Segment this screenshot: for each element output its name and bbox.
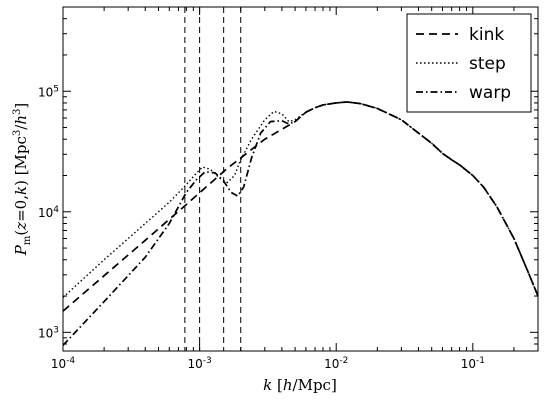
legend-box [406, 13, 532, 113]
series-line-step [62, 101, 539, 298]
x-axis-label: k [h/Mpc] [263, 376, 337, 394]
y-axis-label: Pm(z=0,k) [Mpc3/h3] [12, 103, 33, 257]
plot-area-frame [62, 6, 539, 352]
x-tick-label-2: 10-2 [324, 356, 348, 371]
legend-label-warp: warp [469, 83, 511, 103]
vertical-marker-lines [184, 7, 242, 351]
y-tick-label-0: 103 [38, 325, 59, 340]
legend-label-kink: kink [469, 25, 504, 45]
x-tick-label-1: 10-3 [187, 356, 211, 371]
series-lines [62, 101, 539, 346]
y-tick-label-2: 105 [38, 84, 59, 99]
y-tick-label-1: 104 [38, 205, 59, 220]
axis-ticks: 10-4 10-3 10-2 10-1 103 104 105 [38, 6, 538, 371]
legend-label-step: step [469, 54, 506, 74]
legend: kink step warp [406, 13, 532, 113]
x-tick-label-0: 10-4 [51, 356, 76, 371]
x-tick-label-3: 10-1 [461, 356, 485, 371]
